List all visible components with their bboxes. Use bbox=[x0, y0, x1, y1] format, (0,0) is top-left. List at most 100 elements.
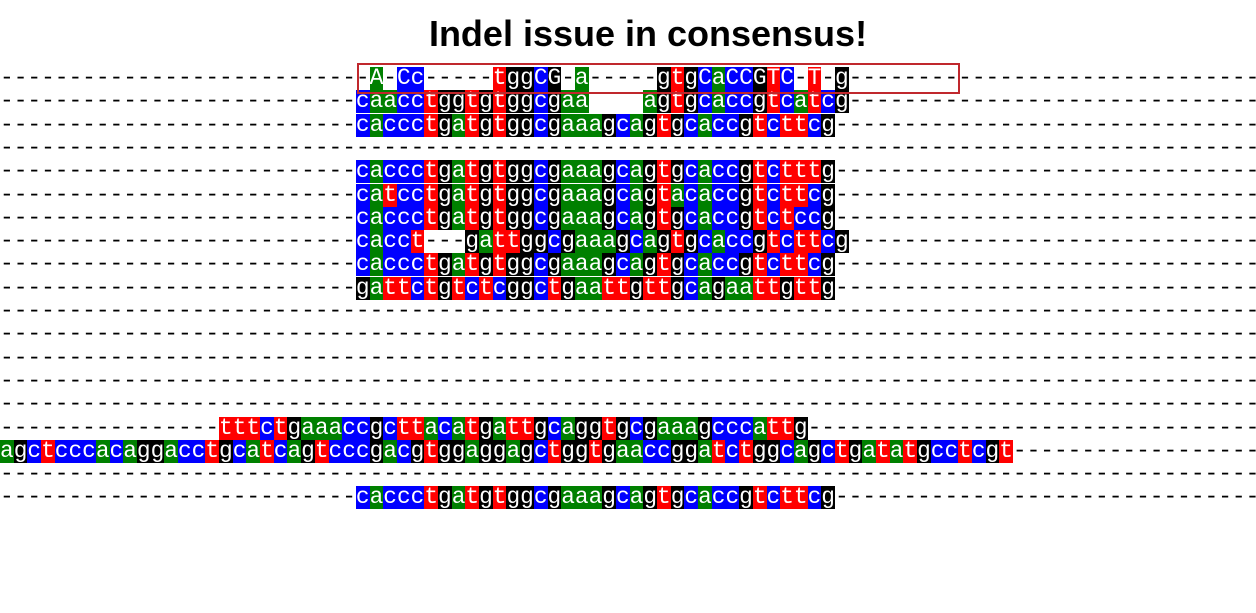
gap-cell: - bbox=[1177, 158, 1191, 185]
gap-cell: - bbox=[561, 134, 575, 161]
gap-cell: - bbox=[958, 65, 972, 91]
gap-cell: - bbox=[95, 251, 110, 278]
sequence-row[interactable]: ----------------------------------------… bbox=[0, 393, 1256, 416]
gap-cell: - bbox=[123, 367, 137, 394]
base-cell: t bbox=[807, 228, 822, 255]
base-cell: g bbox=[355, 274, 370, 301]
base-cell: a bbox=[561, 181, 575, 208]
sequence-row[interactable]: ----------------------------------------… bbox=[0, 463, 1256, 486]
gap-cell: - bbox=[629, 344, 644, 371]
gap-cell: - bbox=[260, 391, 274, 418]
gap-cell: - bbox=[479, 391, 493, 418]
sequence-row[interactable]: agctcccacaggacctgcatcagtcccgacgtggaggagc… bbox=[0, 437, 1256, 464]
gap-cell: - bbox=[164, 111, 178, 138]
base-cell: t bbox=[780, 414, 794, 441]
gap-cell: - bbox=[82, 484, 96, 511]
gap-cell: - bbox=[109, 367, 124, 394]
gap-cell: - bbox=[602, 298, 616, 324]
gap-cell: - bbox=[260, 181, 274, 208]
gap-cell: - bbox=[1012, 274, 1027, 301]
gap-cell: - bbox=[136, 298, 151, 324]
gap-cell: - bbox=[1204, 228, 1219, 255]
base-cell: c bbox=[971, 437, 986, 464]
gap-cell: - bbox=[1122, 251, 1137, 278]
base-cell: c bbox=[191, 437, 206, 464]
sequence-row[interactable]: --------------------------caccctgatgtggc… bbox=[0, 111, 1256, 138]
gap-cell: - bbox=[396, 367, 411, 394]
gap-cell: - bbox=[0, 298, 14, 324]
gap-cell: - bbox=[95, 134, 110, 161]
base-cell: g bbox=[698, 414, 712, 441]
gap-cell: - bbox=[1012, 204, 1027, 231]
gap-cell: - bbox=[314, 181, 329, 208]
base-cell: c bbox=[615, 484, 630, 511]
consensus-row[interactable]: ---------------------------A-Cc-----tggC… bbox=[0, 67, 1256, 90]
gap-cell: - bbox=[41, 274, 55, 301]
gap-cell: - bbox=[287, 158, 302, 185]
gap-cell: - bbox=[301, 228, 315, 255]
gap-cell: - bbox=[301, 88, 315, 115]
gap-cell: - bbox=[698, 461, 712, 488]
gap-cell: - bbox=[1149, 461, 1164, 488]
base-cell: a bbox=[698, 181, 712, 208]
base-cell: g bbox=[588, 414, 603, 441]
gap-cell: - bbox=[1053, 484, 1068, 511]
gap-cell: - bbox=[834, 414, 849, 441]
sequence-row[interactable]: --------------------------gattctgtctcggc… bbox=[0, 274, 1256, 301]
sequence-row[interactable]: --------------------------caacctggtgtggc… bbox=[0, 88, 1256, 115]
sequence-row[interactable]: --------------------------caccctgatgtggc… bbox=[0, 158, 1256, 185]
gap-cell: - bbox=[1067, 484, 1082, 511]
gap-cell: - bbox=[13, 391, 28, 418]
gap-cell: - bbox=[191, 65, 206, 91]
base-cell: t bbox=[615, 274, 630, 301]
sequence-row[interactable]: ----------------------------------------… bbox=[0, 344, 1256, 371]
gap-cell: - bbox=[13, 367, 28, 394]
sequence-row[interactable]: --------------------------catcctgatgtggc… bbox=[0, 181, 1256, 208]
gap-cell: - bbox=[41, 344, 55, 371]
base-cell: a bbox=[164, 437, 178, 464]
base-cell: g bbox=[602, 251, 616, 278]
base-cell: g bbox=[602, 158, 616, 185]
sequence-row[interactable]: ----------------------------------------… bbox=[0, 134, 1256, 161]
base-cell: t bbox=[465, 251, 480, 278]
gap-cell: - bbox=[27, 391, 42, 418]
base-cell: g bbox=[739, 181, 753, 208]
sequence-row[interactable]: ----------------------------------------… bbox=[0, 367, 1256, 394]
sequence-row[interactable]: --------------------------cacct---gattgg… bbox=[0, 228, 1256, 255]
gap-cell: - bbox=[752, 461, 767, 488]
sequence-row[interactable]: --------------------------caccctgatgtggc… bbox=[0, 484, 1256, 511]
gap-cell: - bbox=[1026, 484, 1041, 511]
sequence-row[interactable]: ----------------tttctgaaaccgcttacatgattg… bbox=[0, 414, 1256, 441]
gap-cell: - bbox=[766, 134, 781, 161]
base-cell: t bbox=[766, 88, 781, 115]
base-cell: g bbox=[657, 65, 671, 91]
sequence-row[interactable]: ----------------------------------------… bbox=[0, 300, 1256, 323]
base-cell: g bbox=[848, 437, 863, 464]
gap-cell: - bbox=[533, 321, 548, 348]
gap-cell: - bbox=[930, 111, 945, 138]
gap-cell: - bbox=[1067, 111, 1082, 138]
gap-cell: - bbox=[739, 321, 753, 348]
gap-cell: - bbox=[396, 391, 411, 418]
gap-cell: - bbox=[260, 134, 274, 161]
base-cell: T bbox=[766, 65, 781, 91]
gap-cell: - bbox=[917, 298, 931, 324]
gap-cell: - bbox=[1081, 134, 1096, 161]
sequence-row[interactable]: --------------------------caccctgatgtggc… bbox=[0, 251, 1256, 278]
gap-cell: - bbox=[287, 321, 302, 348]
gap-cell: - bbox=[1053, 88, 1068, 115]
base-cell: g bbox=[821, 274, 835, 301]
gap-cell: - bbox=[1204, 298, 1219, 324]
gap-cell: - bbox=[355, 298, 370, 324]
gap-cell: - bbox=[232, 111, 247, 138]
gap-cell: - bbox=[862, 484, 877, 511]
gap-cell: - bbox=[793, 134, 808, 161]
gap-cell: - bbox=[862, 228, 877, 255]
gap-cell: - bbox=[0, 391, 14, 418]
sequence-row[interactable]: ----------------------------------------… bbox=[0, 323, 1256, 346]
base-cell: c bbox=[615, 251, 630, 278]
gap-cell: - bbox=[164, 251, 178, 278]
sequence-row[interactable]: --------------------------caccctgatgtggc… bbox=[0, 204, 1256, 231]
gap-cell: - bbox=[889, 111, 904, 138]
